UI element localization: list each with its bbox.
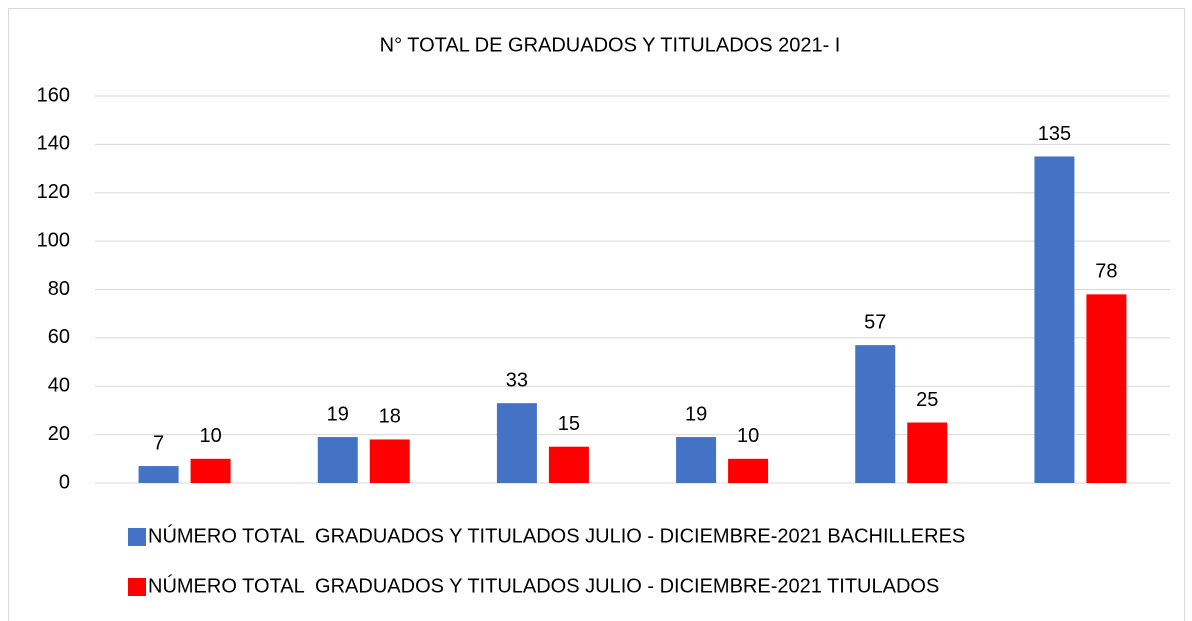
chart-title: N° TOTAL DE GRADUADOS Y TITULADOS 2021- …: [380, 34, 841, 56]
legend-swatch: [128, 578, 146, 596]
data-label: 25: [916, 389, 938, 411]
legend-label: NÚMERO TOTAL GRADUADOS Y TITULADOS JULIO…: [148, 524, 965, 547]
bar: [548, 446, 589, 483]
y-tick-label: 140: [37, 133, 70, 155]
y-tick-label: 60: [48, 326, 70, 348]
legend-label: NÚMERO TOTAL GRADUADOS Y TITULADOS JULIO…: [148, 574, 939, 597]
data-label: 18: [379, 406, 401, 428]
data-label: 135: [1038, 123, 1071, 145]
bar: [138, 466, 179, 483]
chart-border: [8, 8, 1185, 621]
data-label: 19: [685, 403, 707, 425]
bar: [369, 439, 410, 483]
y-tick-label: 80: [48, 278, 70, 300]
data-label: 78: [1095, 261, 1117, 283]
data-label: 33: [506, 369, 528, 391]
data-label: 7: [153, 432, 164, 454]
y-tick-label: 0: [59, 471, 70, 493]
bar: [907, 422, 948, 483]
data-label: 10: [737, 425, 759, 447]
y-tick-label: 20: [48, 423, 70, 445]
bar: [1086, 294, 1127, 483]
y-tick-label: 160: [37, 84, 70, 106]
data-label: 19: [327, 403, 349, 425]
data-label: 10: [199, 425, 221, 447]
legend-swatch: [128, 528, 146, 546]
bar: [190, 458, 231, 483]
bar: [496, 403, 537, 483]
bar: [728, 458, 769, 483]
y-tick-label: 40: [48, 375, 70, 397]
data-label: 15: [558, 413, 580, 435]
bar: [676, 437, 717, 483]
data-label: 57: [864, 311, 886, 333]
bar: [317, 437, 358, 483]
bar: [855, 345, 896, 483]
y-tick-label: 100: [37, 229, 70, 251]
bar: [1034, 156, 1075, 483]
y-tick-label: 120: [37, 181, 70, 203]
